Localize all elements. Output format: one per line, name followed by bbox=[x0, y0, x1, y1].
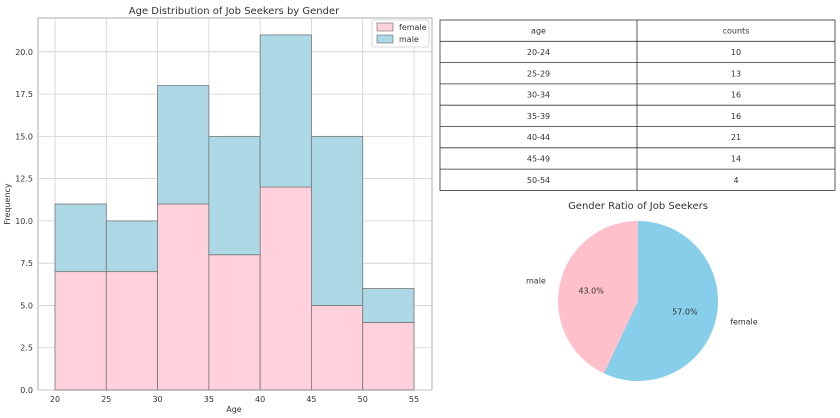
gender-pie-chart: Gender Ratio of Job Seekers male 43.0% fem… bbox=[526, 201, 758, 381]
bar-female bbox=[311, 305, 364, 391]
legend-label-female: female bbox=[399, 23, 427, 32]
table-cell: 45-49 bbox=[527, 154, 550, 163]
legend-swatch-male bbox=[376, 34, 394, 44]
pie-pct-male: 43.0% bbox=[578, 287, 604, 296]
y-tick-label: 17.5 bbox=[15, 90, 33, 99]
legend-swatch-female bbox=[376, 22, 394, 32]
bar-male bbox=[157, 85, 210, 205]
table-cell: 10 bbox=[731, 48, 741, 57]
table-cell: 13 bbox=[731, 69, 741, 78]
table-cell: 16 bbox=[731, 91, 741, 100]
legend-label-male: male bbox=[399, 35, 419, 44]
table-cell: 21 bbox=[731, 133, 741, 142]
y-tick-label: 20.0 bbox=[15, 48, 33, 57]
x-tick-label: 20 bbox=[50, 395, 60, 404]
table-cell: 16 bbox=[731, 112, 741, 121]
y-tick-label: 0.0 bbox=[20, 386, 33, 395]
x-tick-label: 35 bbox=[204, 395, 214, 404]
table-cell: 20-24 bbox=[527, 48, 550, 57]
bar-male bbox=[105, 220, 158, 273]
pie-label-male: male bbox=[526, 276, 546, 285]
bar-female bbox=[208, 254, 261, 391]
bar-female bbox=[362, 321, 415, 391]
pie-pct-female: 57.0% bbox=[672, 307, 698, 316]
x-tick-label: 30 bbox=[152, 395, 162, 404]
histogram-y-ticks: 0.0 2.5 5.0 7.5 10.0 12.5 15.0 17.5 20.0 bbox=[15, 48, 33, 395]
table-cell: 40-44 bbox=[527, 133, 550, 142]
table-header-cell: age bbox=[531, 27, 546, 36]
pie-labels: male 43.0% female 57.0% bbox=[526, 276, 758, 326]
table-cell: 14 bbox=[731, 154, 741, 163]
y-tick-label: 15.0 bbox=[15, 132, 33, 141]
y-tick-label: 12.5 bbox=[15, 175, 33, 184]
bar-male bbox=[362, 288, 415, 323]
histogram-x-ticks: 20 25 30 35 40 45 50 55 bbox=[50, 395, 419, 404]
y-tick-label: 7.5 bbox=[20, 259, 33, 268]
y-tick-label: 2.5 bbox=[20, 344, 33, 353]
y-tick-label: 10.0 bbox=[15, 217, 33, 226]
pie-slices bbox=[558, 221, 718, 381]
x-tick-label: 40 bbox=[255, 395, 265, 404]
histogram-bars bbox=[54, 34, 415, 391]
x-axis-label: Age bbox=[226, 405, 242, 414]
table-header-cell: counts bbox=[723, 27, 750, 36]
y-tick-label: 5.0 bbox=[20, 301, 33, 310]
table-cell: 30-34 bbox=[527, 91, 550, 100]
bar-male bbox=[54, 203, 107, 273]
table-cell: 4 bbox=[733, 176, 738, 185]
pie-slice-female bbox=[603, 221, 718, 381]
bar-female bbox=[157, 203, 210, 391]
x-tick-label: 55 bbox=[409, 395, 419, 404]
histogram-chart: Age Distribution of Job Seekers by Gende… bbox=[3, 6, 433, 414]
y-axis-label: Frequency bbox=[3, 183, 12, 225]
histogram-legend: female male bbox=[371, 19, 430, 48]
x-tick-label: 45 bbox=[306, 395, 316, 404]
table-cell: 50-54 bbox=[527, 176, 550, 185]
bar-male bbox=[259, 34, 312, 188]
age-counts-table: age counts 20-24 10 25-29 13 30-34 16 35-39 16 40-… bbox=[439, 19, 836, 191]
bar-male bbox=[208, 135, 261, 256]
bar-male bbox=[311, 135, 364, 306]
bar-female bbox=[54, 271, 107, 391]
x-tick-label: 25 bbox=[101, 395, 111, 404]
pie-title: Gender Ratio of Job Seekers bbox=[568, 201, 708, 212]
bar-female bbox=[105, 271, 158, 391]
pie-label-female: female bbox=[730, 318, 758, 327]
pie-slice-male bbox=[558, 221, 638, 374]
x-tick-label: 50 bbox=[358, 395, 368, 404]
table-cell: 25-29 bbox=[527, 69, 550, 78]
bar-female bbox=[259, 186, 312, 391]
table-cell: 35-39 bbox=[527, 112, 550, 121]
histogram-title: Age Distribution of Job Seekers by Gende… bbox=[129, 6, 340, 17]
